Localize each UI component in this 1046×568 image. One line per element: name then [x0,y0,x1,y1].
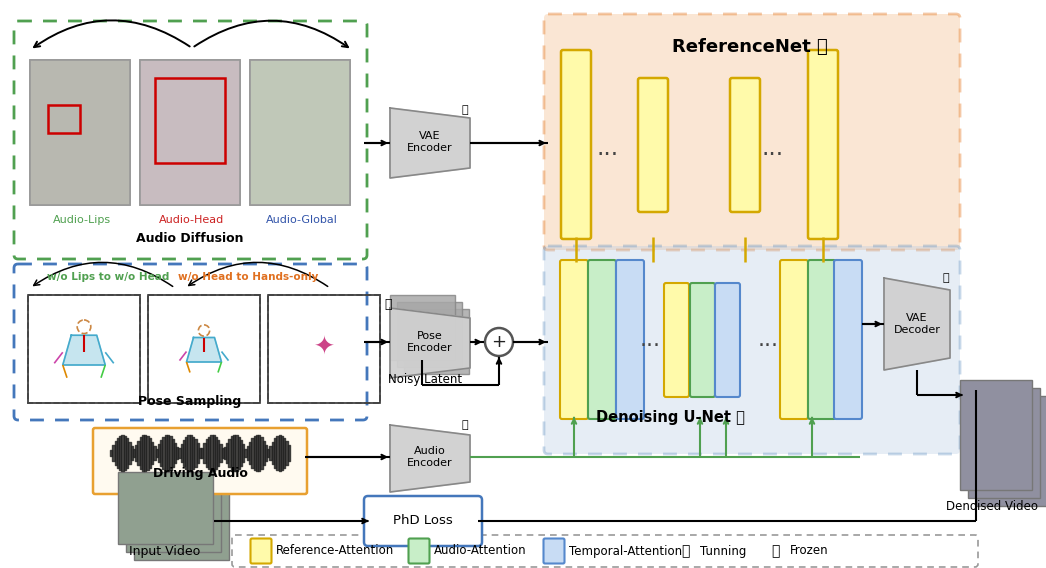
Text: ...: ... [761,136,784,160]
Text: Noisy Latent: Noisy Latent [388,373,462,386]
FancyBboxPatch shape [561,50,591,239]
Text: ...: ... [597,136,619,160]
FancyBboxPatch shape [409,538,430,563]
Text: Audio
Encoder: Audio Encoder [407,446,453,468]
FancyBboxPatch shape [834,260,862,419]
Text: Tunning: Tunning [700,545,747,558]
FancyBboxPatch shape [364,496,482,546]
Bar [404,309,469,374]
Text: Audio-Attention: Audio-Attention [434,545,526,558]
Bar [147,295,260,403]
Bar [976,396,1046,506]
Text: Audio-Head: Audio-Head [159,215,225,225]
Bar [140,60,240,205]
Text: Driving Audio: Driving Audio [153,467,248,480]
FancyBboxPatch shape [780,260,808,419]
Bar [30,60,130,205]
Text: Temporal-Attention: Temporal-Attention [569,545,682,558]
FancyBboxPatch shape [93,428,306,494]
Bar [134,488,229,560]
Text: PhD Loss: PhD Loss [393,515,453,528]
Polygon shape [390,425,470,492]
FancyBboxPatch shape [544,538,565,563]
Text: ...: ... [639,330,660,350]
Bar [268,295,380,403]
Text: 🔒: 🔒 [461,420,469,430]
Polygon shape [63,335,106,365]
Text: w/o Lips to w/o Head: w/o Lips to w/o Head [47,272,169,282]
FancyBboxPatch shape [544,246,960,454]
FancyBboxPatch shape [588,260,616,419]
Text: ReferenceNet 🔥: ReferenceNet 🔥 [673,38,827,56]
Bar [118,472,213,544]
Text: 🔥: 🔥 [681,544,689,558]
Text: Audio-Lips: Audio-Lips [53,215,111,225]
Bar [390,295,455,360]
Polygon shape [390,308,470,378]
Polygon shape [884,278,950,370]
Text: ...: ... [757,330,778,350]
Text: Pose
Encoder: Pose Encoder [407,331,453,353]
Polygon shape [390,108,470,178]
Text: Pose Sampling: Pose Sampling [138,395,242,408]
FancyBboxPatch shape [250,538,272,563]
Text: 🔒: 🔒 [771,544,779,558]
Text: 🔒: 🔒 [461,105,469,115]
Bar [250,60,350,205]
FancyBboxPatch shape [544,14,960,250]
Text: VAE
Decoder: VAE Decoder [893,313,940,335]
Text: ✦: ✦ [314,336,335,360]
Polygon shape [186,337,222,362]
Text: Frozen: Frozen [790,545,828,558]
Bar [48,105,79,133]
Text: VAE
Encoder: VAE Encoder [407,131,453,153]
Text: Input Video: Input Video [130,545,201,558]
Bar [28,295,140,403]
Bar [126,480,221,552]
FancyBboxPatch shape [232,535,978,567]
Bar [30,60,130,205]
FancyBboxPatch shape [664,283,689,397]
FancyBboxPatch shape [808,260,836,419]
Text: Audio Diffusion: Audio Diffusion [136,232,244,245]
Bar [155,78,225,163]
Text: 🔒: 🔒 [942,273,950,283]
Bar [140,60,240,205]
Text: Denoised Video: Denoised Video [946,500,1038,513]
FancyBboxPatch shape [638,78,668,212]
Text: Audio-Global: Audio-Global [266,215,338,225]
Bar [397,302,462,367]
Bar [968,388,1040,498]
Text: Denoising U-Net 🔥: Denoising U-Net 🔥 [595,410,745,425]
Bar [28,295,140,403]
Text: w/o Head to Hands-only: w/o Head to Hands-only [178,272,318,282]
Text: Reference-Attention: Reference-Attention [276,545,394,558]
FancyBboxPatch shape [715,283,740,397]
FancyBboxPatch shape [560,260,588,419]
Bar [268,295,380,403]
Text: +: + [492,333,506,351]
FancyBboxPatch shape [730,78,760,212]
FancyBboxPatch shape [690,283,715,397]
FancyBboxPatch shape [808,50,838,239]
Bar [147,295,260,403]
Text: 🔥: 🔥 [384,299,392,311]
FancyBboxPatch shape [616,260,644,419]
Bar [250,60,350,205]
Bar [960,380,1032,490]
